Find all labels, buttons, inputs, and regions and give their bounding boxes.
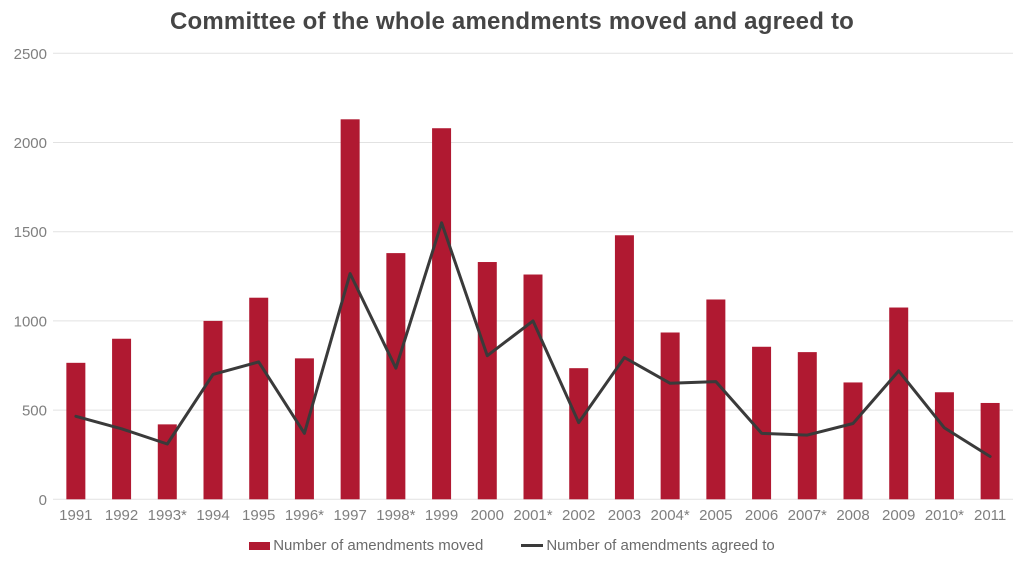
- x-axis-label-2009: 2009: [882, 507, 915, 524]
- chart-legend: Number of amendments moved Number of ame…: [0, 537, 1024, 554]
- y-axis-tick-label: 500: [22, 403, 47, 420]
- x-axis-label-2004: 2004*: [651, 507, 690, 524]
- bar-1994: [203, 320, 223, 500]
- legend-item-moved: Number of amendments moved: [249, 537, 483, 554]
- bar-2002: [569, 368, 589, 500]
- bar-2007: [797, 352, 817, 500]
- x-axis-label-1994: 1994: [196, 507, 229, 524]
- x-axis-label-1998: 1998*: [376, 507, 415, 524]
- bar-1991: [66, 362, 86, 500]
- x-axis-label-1992: 1992: [105, 507, 138, 524]
- bar-1999: [432, 128, 452, 500]
- legend-label-moved: Number of amendments moved: [273, 537, 484, 554]
- x-axis-label-1999: 1999: [425, 507, 458, 524]
- legend-line-swatch-icon: [521, 544, 544, 547]
- bar-2006: [752, 346, 772, 500]
- bar-1995: [249, 297, 269, 500]
- bar-2001: [523, 274, 543, 500]
- x-axis-label-2000: 2000: [471, 507, 504, 524]
- x-axis-label-2005: 2005: [699, 507, 732, 524]
- y-axis-tick-label: 2500: [14, 46, 47, 63]
- bar-2004: [660, 332, 680, 500]
- bar-1992: [112, 338, 132, 500]
- x-axis-label-1991: 1991: [59, 507, 92, 524]
- bar-2010: [934, 392, 954, 500]
- x-axis-label-2006: 2006: [745, 507, 778, 524]
- chart-plot-area: 0 500 1000 1500 2000 2500 1991 1992 1993* 1994 199…: [14, 46, 1013, 524]
- legend-label-agreed: Number of amendments agreed to: [546, 537, 775, 554]
- bar-2008: [843, 382, 863, 500]
- x-axis-label-2008: 2008: [836, 507, 869, 524]
- y-axis-tick-label: 1500: [14, 224, 47, 241]
- agreed-to-line: [74, 221, 992, 458]
- x-axis-label-1995: 1995: [242, 507, 275, 524]
- y-axis-tick-label: 2000: [14, 135, 47, 152]
- y-axis-tick-label: 0: [39, 492, 47, 509]
- x-axis-label-1997: 1997: [333, 507, 366, 524]
- x-axis-label-2002: 2002: [562, 507, 595, 524]
- y-axis-tick-label: 1000: [14, 313, 47, 330]
- x-axis-label-2003: 2003: [608, 507, 641, 524]
- bar-2009: [889, 307, 909, 500]
- legend-bar-swatch-icon: [249, 541, 271, 550]
- x-axis-label-1993: 1993*: [148, 507, 187, 524]
- x-axis-label-2011: 2011: [974, 507, 1006, 524]
- x-axis-label-2007: 2007*: [788, 507, 827, 524]
- legend-item-agreed: Number of amendments agreed to: [521, 537, 775, 554]
- bar-2003: [614, 235, 634, 500]
- bar-2000: [477, 262, 497, 500]
- bar-2005: [706, 299, 726, 500]
- bar-1998: [386, 253, 406, 500]
- bar-2011: [980, 402, 1000, 500]
- x-axis-label-2001: 2001*: [513, 507, 552, 524]
- x-axis-label-2010: 2010*: [925, 507, 964, 524]
- x-axis-label-1996: 1996*: [285, 507, 324, 524]
- bar-1997: [340, 119, 360, 500]
- chart-title: Committee of the whole amendments moved …: [169, 8, 855, 35]
